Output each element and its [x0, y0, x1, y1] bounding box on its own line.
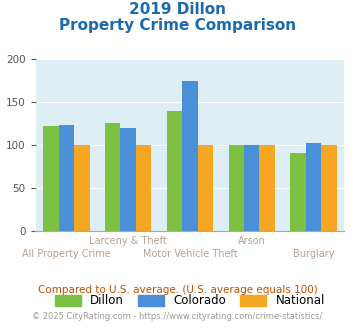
Text: 2019 Dillon: 2019 Dillon — [129, 2, 226, 16]
Bar — [74, 145, 89, 231]
Bar — [59, 125, 74, 231]
Bar — [43, 126, 59, 231]
Legend: Dillon, Colorado, National: Dillon, Colorado, National — [49, 288, 331, 313]
Bar — [120, 128, 136, 231]
Text: © 2025 CityRating.com - https://www.cityrating.com/crime-statistics/: © 2025 CityRating.com - https://www.city… — [32, 312, 323, 321]
Text: Burglary: Burglary — [293, 249, 334, 259]
Bar — [229, 145, 244, 231]
Text: Property Crime Comparison: Property Crime Comparison — [59, 18, 296, 33]
Bar — [198, 145, 213, 231]
Text: All Property Crime: All Property Crime — [22, 249, 111, 259]
Bar — [182, 81, 198, 231]
Bar — [321, 145, 337, 231]
Bar — [167, 111, 182, 231]
Bar — [260, 145, 275, 231]
Bar — [136, 145, 151, 231]
Bar — [244, 145, 260, 231]
Text: Arson: Arson — [238, 236, 266, 246]
Bar — [306, 143, 321, 231]
Bar — [290, 153, 306, 231]
Text: Larceny & Theft: Larceny & Theft — [89, 236, 167, 246]
Text: Compared to U.S. average. (U.S. average equals 100): Compared to U.S. average. (U.S. average … — [38, 285, 317, 295]
Text: Motor Vehicle Theft: Motor Vehicle Theft — [143, 249, 237, 259]
Bar — [105, 123, 120, 231]
